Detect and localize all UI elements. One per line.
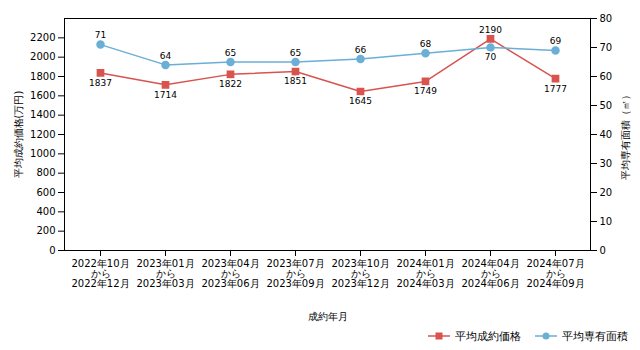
svg-text:80: 80 <box>600 13 613 24</box>
svg-text:64: 64 <box>160 51 172 61</box>
svg-text:2000: 2000 <box>30 51 55 62</box>
svg-text:2190: 2190 <box>479 25 502 35</box>
svg-text:2022年10月から2022年12月: 2022年10月から2022年12月 <box>71 258 129 289</box>
svg-text:2023年10月から2023年12月: 2023年10月から2023年12月 <box>331 258 389 289</box>
svg-text:65: 65 <box>290 48 301 58</box>
svg-text:600: 600 <box>36 187 55 198</box>
svg-text:60: 60 <box>600 71 613 82</box>
svg-text:2024年04月から2024年06月: 2024年04月から2024年06月 <box>461 258 519 289</box>
svg-text:1000: 1000 <box>30 148 55 159</box>
svg-text:30: 30 <box>600 158 613 169</box>
svg-text:0: 0 <box>600 245 606 256</box>
svg-text:成約年月: 成約年月 <box>308 311 348 322</box>
svg-text:平均専有面積（㎡）: 平均専有面積（㎡） <box>620 90 631 180</box>
svg-text:65: 65 <box>225 48 236 58</box>
svg-text:1800: 1800 <box>30 71 55 82</box>
svg-text:20: 20 <box>600 187 613 198</box>
svg-text:1837: 1837 <box>89 78 112 88</box>
svg-text:400: 400 <box>36 206 55 217</box>
svg-text:1822: 1822 <box>219 79 242 89</box>
svg-text:71: 71 <box>95 30 106 40</box>
svg-text:70: 70 <box>600 42 613 53</box>
svg-text:1851: 1851 <box>284 76 307 86</box>
svg-text:69: 69 <box>550 36 562 46</box>
html-text:平均成約価格: 平均成約価格 <box>455 329 521 343</box>
svg-text:68: 68 <box>420 39 432 49</box>
svg-text:10: 10 <box>600 216 613 227</box>
svg-text:1645: 1645 <box>349 96 372 106</box>
svg-text:2024年01月から2024年03月: 2024年01月から2024年03月 <box>396 258 454 289</box>
svg-text:2023年04月から2023年06月: 2023年04月から2023年06月 <box>201 258 259 289</box>
svg-text:0: 0 <box>49 245 55 256</box>
svg-text:1600: 1600 <box>30 90 55 101</box>
svg-text:2200: 2200 <box>30 32 55 43</box>
svg-text:1200: 1200 <box>30 129 55 140</box>
svg-text:800: 800 <box>36 167 55 178</box>
svg-text:1400: 1400 <box>30 109 55 120</box>
svg-text:平均成約価格(万円): 平均成約価格(万円) <box>13 91 24 179</box>
svg-text:1749: 1749 <box>414 86 437 96</box>
svg-text:2023年07月から2023年09月: 2023年07月から2023年09月 <box>266 258 324 289</box>
svg-text:70: 70 <box>485 52 497 62</box>
svg-text:66: 66 <box>355 45 367 55</box>
html-text:平均専有面積: 平均専有面積 <box>562 329 628 343</box>
svg-text:200: 200 <box>36 225 55 236</box>
svg-text:1714: 1714 <box>154 90 177 100</box>
svg-text:2023年01月から2023年03月: 2023年01月から2023年03月 <box>136 258 194 289</box>
svg-text:50: 50 <box>600 100 613 111</box>
svg-text:2024年07月から2024年09月: 2024年07月から2024年09月 <box>526 258 584 289</box>
svg-text:1777: 1777 <box>544 84 567 94</box>
svg-text:40: 40 <box>600 129 613 140</box>
